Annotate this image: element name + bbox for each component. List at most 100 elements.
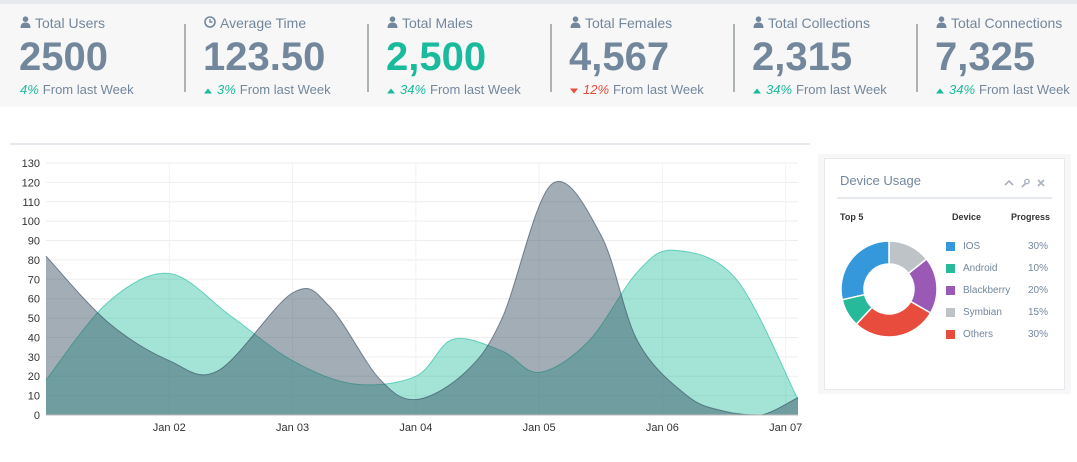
tile-title: Total Connections [936, 15, 1062, 31]
tile-count: 123.50 [203, 35, 326, 79]
arrow-up-icon [387, 82, 395, 97]
device-donut-chart [840, 240, 938, 338]
col-device: Device [952, 212, 982, 222]
legend-swatch [946, 286, 955, 295]
legend-device-name: Symbian [963, 307, 1002, 318]
tile-trend: 3% From last Week [204, 82, 331, 97]
x-tick-label: Jan 03 [276, 422, 309, 434]
tile-trend: 34% From last Week [387, 82, 521, 97]
y-tick-label: 40 [28, 332, 40, 344]
tile-trend: 34% From last Week [753, 82, 887, 97]
tile-divider [550, 24, 552, 92]
legend-row: Blackberry 20% [946, 284, 1056, 298]
y-tick-label: 80 [28, 255, 40, 267]
y-tick-label: 120 [22, 177, 40, 189]
tile-count: 4,567 [569, 35, 670, 79]
device-usage-panel: Device Usage Top 5 Device Progress IOS 30… [818, 154, 1071, 394]
legend-device-name: Android [963, 263, 998, 274]
legend-swatch [946, 264, 955, 273]
tile-trend: 34% From last Week [936, 82, 1070, 97]
tile-divider [184, 24, 186, 92]
arrow-up-icon [753, 82, 761, 97]
user-icon [570, 15, 585, 31]
tile-average-time: Average Time 123.50 3% From last Week [203, 4, 369, 107]
trend-caption: From last Week [979, 82, 1070, 97]
x-tick-label: Jan 02 [153, 422, 186, 434]
trend-pct: 4% [20, 82, 39, 97]
legend-device-name: Others [963, 329, 994, 340]
arrow-up-icon [936, 82, 944, 97]
trend-pct: 12% [583, 82, 610, 97]
series-area-0 [46, 250, 798, 415]
x-tick-label: Jan 04 [399, 422, 432, 434]
tile-title: Average Time [204, 15, 306, 31]
close-icon[interactable] [1036, 175, 1046, 187]
tile-title: Total Users [20, 15, 105, 31]
series-line-1 [45, 181, 799, 416]
trend-pct: 34% [400, 82, 427, 97]
collapse-icon[interactable] [1004, 175, 1014, 186]
y-tick-label: 0 [34, 410, 40, 422]
legend-device-name: IOS [963, 241, 981, 252]
wrench-icon[interactable] [1020, 175, 1030, 188]
tile-divider [916, 24, 918, 92]
legend-row: Others 30% [946, 328, 1056, 342]
tile-title: Total Collections [753, 15, 870, 31]
tile-divider [733, 24, 735, 92]
y-tick-label: 100 [22, 216, 40, 228]
user-icon [753, 15, 768, 31]
stats-tiles: Total Users 2500 4% From last Week Averag… [0, 4, 1077, 107]
legend-device-name: Blackberry [963, 285, 1011, 296]
y-tick-label: 10 [28, 391, 40, 403]
tile-count: 7,325 [935, 35, 1036, 79]
trend-caption: From last Week [42, 82, 134, 97]
col-top: Top 5 [840, 212, 864, 222]
clock-icon [204, 15, 220, 31]
legend-progress: 15% [1028, 307, 1049, 318]
y-tick-label: 30 [28, 352, 40, 364]
tile-title: Total Females [570, 15, 672, 31]
tile-count: 2500 [19, 35, 108, 79]
y-tick-label: 110 [22, 197, 40, 209]
y-tick-label: 50 [28, 313, 40, 325]
col-progress: Progress [1011, 212, 1051, 222]
legend-progress: 30% [1028, 241, 1049, 252]
tile-total-females: Total Females 4,567 12% From last Week [569, 4, 735, 107]
y-tick-label: 90 [28, 236, 40, 248]
legend-row: Symbian 15% [946, 306, 1056, 320]
legend-progress: 20% [1028, 285, 1049, 296]
arrow-up-icon [204, 82, 212, 97]
tile-divider [367, 24, 369, 92]
trend-pct: 3% [217, 82, 236, 97]
legend-row: Android 10% [946, 262, 1056, 276]
tile-total-connections: Total Connections 7,325 34% From last Wee… [935, 4, 1077, 107]
x-tick-label: Jan 06 [646, 422, 679, 434]
divider [837, 197, 1052, 199]
panel-tools [1004, 175, 1046, 188]
tile-total-males: Total Males 2,500 34% From last Week [386, 4, 552, 107]
device-usage-card: Device Usage Top 5 Device Progress IOS 30… [824, 158, 1065, 390]
x-tick-label: Jan 07 [769, 422, 802, 434]
arrow-down-icon [570, 82, 578, 97]
legend-row: IOS 30% [946, 240, 1056, 254]
trend-pct: 34% [949, 82, 976, 97]
user-icon [20, 15, 35, 31]
y-tick-label: 70 [28, 274, 40, 286]
y-tick-label: 60 [28, 294, 40, 306]
series-line-0 [45, 249, 799, 400]
donut-slice-ios [840, 240, 890, 301]
legend-progress: 10% [1028, 263, 1049, 274]
legend-swatch [946, 242, 955, 251]
series-area-1 [46, 181, 798, 415]
tile-title: Total Males [387, 15, 473, 31]
tile-trend: 12% From last Week [570, 82, 704, 97]
tile-count: 2,500 [386, 35, 487, 79]
user-icon [387, 15, 402, 31]
trend-caption: From last Week [796, 82, 887, 97]
tile-total-collections: Total Collections 2,315 34% From last Wee… [752, 4, 918, 107]
legend-swatch [946, 308, 955, 317]
legend-swatch [946, 330, 955, 339]
top-border [0, 0, 1077, 4]
tile-count: 2,315 [752, 35, 853, 79]
y-tick-label: 20 [28, 371, 40, 383]
